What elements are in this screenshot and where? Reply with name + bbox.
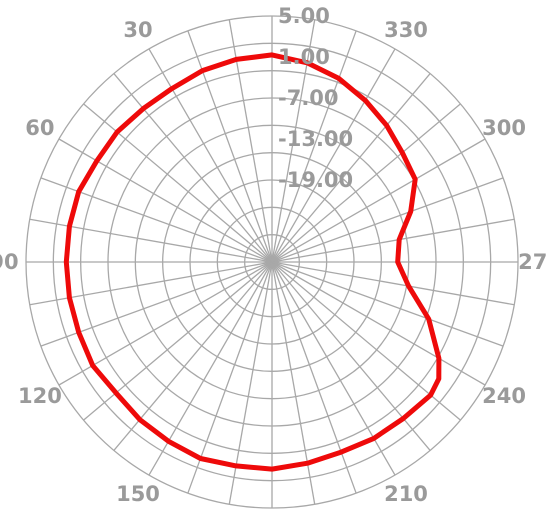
polar-grid — [25, 15, 519, 509]
grid-spoke-340 — [271, 30, 357, 263]
angle-label-120: 120 — [18, 384, 62, 408]
grid-spoke-50 — [83, 103, 273, 263]
grid-spoke-250 — [271, 261, 504, 347]
radial-label-3: -13.00 — [278, 127, 353, 151]
angle-label-210: 210 — [384, 482, 428, 506]
grid-spoke-60 — [58, 138, 273, 263]
grid-spoke-330 — [271, 48, 396, 263]
series-layer — [63, 52, 442, 472]
grid-spoke-290 — [271, 177, 504, 263]
angle-label-330: 330 — [384, 18, 428, 42]
grid-spoke-30 — [148, 48, 273, 263]
angle-label-90: 90 — [0, 250, 19, 274]
radial-label-4: -19.00 — [278, 168, 353, 192]
radial-label-0: 5.00 — [278, 4, 330, 28]
angle-label-300: 300 — [482, 116, 526, 140]
grid-spoke-300 — [271, 138, 486, 263]
grid-spoke-200 — [271, 261, 357, 494]
grid-spoke-260 — [271, 261, 515, 306]
radial-label-1: 1.00 — [278, 45, 330, 69]
grid-spoke-240 — [271, 261, 486, 386]
series-0-line — [63, 52, 442, 472]
grid-spoke-280 — [271, 218, 515, 263]
angle-label-240: 240 — [482, 384, 526, 408]
label-layer: 3060901201501802102402703003305.001.00-7… — [0, 4, 548, 506]
angle-label-30: 30 — [123, 18, 152, 42]
grid-spoke-40 — [113, 73, 273, 263]
radial-label-2: -7.00 — [278, 86, 339, 110]
angle-label-60: 60 — [25, 116, 54, 140]
angle-label-150: 150 — [116, 482, 160, 506]
grid-spoke-350 — [271, 19, 316, 263]
grid-spoke-320 — [271, 73, 431, 263]
angle-label-270: 270 — [518, 250, 548, 274]
grid-spoke-160 — [187, 261, 273, 494]
grid-spoke-310 — [271, 103, 461, 263]
